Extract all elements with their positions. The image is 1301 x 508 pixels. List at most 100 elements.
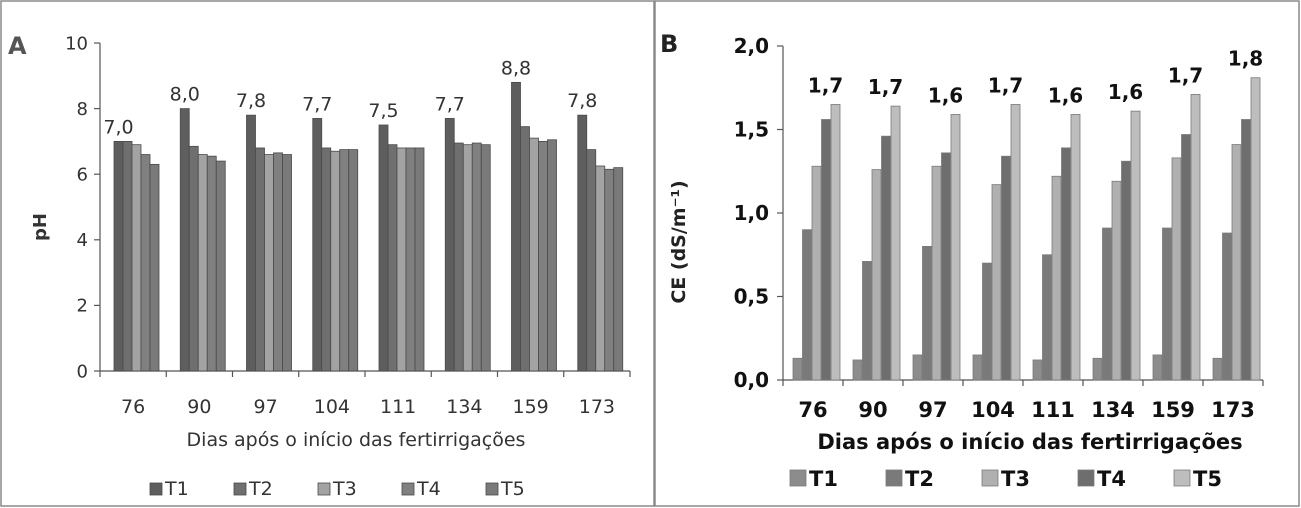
bar-t1-173	[1212, 357, 1223, 381]
legend-swatch-t1	[789, 469, 807, 487]
bar-t4-90	[206, 155, 217, 372]
bar-t3-173	[595, 165, 606, 372]
panel-b-ylabel: CE (dS/m⁻¹)	[668, 180, 690, 303]
x-tick-label: 134	[1091, 398, 1135, 422]
legend-swatch-t4	[1077, 469, 1095, 487]
x-tick-label: 76	[798, 398, 827, 422]
data-label: 7,0	[103, 116, 133, 138]
bar-t3-159	[529, 137, 539, 372]
bar-t3-159	[1171, 157, 1182, 381]
bar-t4-76	[821, 119, 831, 381]
bar-t5-134	[480, 144, 491, 372]
bar-t1-76	[113, 140, 124, 372]
bar-t5-111	[1070, 114, 1081, 381]
bar-t5-159	[547, 139, 557, 372]
bar-t1-134	[444, 118, 455, 372]
bar-t1-173	[577, 114, 588, 372]
bar-t5-104	[1010, 104, 1021, 381]
legend-label-t4: T4	[1097, 467, 1126, 491]
y-tick-label: 0	[77, 361, 88, 382]
y-tick-label: 8	[77, 99, 88, 120]
panel-b-xlabel: Dias após o início das fertirrigações	[817, 430, 1242, 454]
bar-t2-76	[802, 229, 812, 381]
data-label: 7,5	[368, 100, 398, 122]
bar-t5-76	[149, 163, 160, 372]
data-label: 8,0	[170, 84, 200, 106]
y-tick-label: 2,0	[734, 34, 769, 58]
x-tick-label: 111	[1031, 398, 1075, 422]
legend-label-t2: T2	[905, 467, 934, 491]
bar-t2-104	[982, 262, 992, 381]
x-tick-label: 104	[971, 398, 1015, 422]
bar-t1-90	[852, 359, 863, 381]
bar-t5-134	[1130, 110, 1141, 381]
x-tick-label: 90	[187, 396, 211, 418]
x-tick-label: 134	[446, 396, 482, 418]
bar-t5-159	[1190, 94, 1201, 381]
bar-t4-134	[471, 142, 482, 372]
bar-t5-111	[414, 147, 425, 372]
bar-t3-90	[197, 154, 208, 372]
legend-label-t5: T5	[500, 478, 525, 500]
bar-t4-173	[604, 168, 615, 372]
legend-swatch-t1	[149, 482, 163, 496]
legend-label-t4: T4	[416, 478, 441, 500]
data-label: 8,8	[501, 57, 531, 79]
bar-t4-76	[140, 154, 151, 372]
legend-label-t3: T3	[1001, 467, 1030, 491]
legend-swatch-t2	[885, 469, 903, 487]
bar-t1-76	[792, 357, 803, 381]
x-tick-label: 90	[858, 398, 887, 422]
bar-t3-104	[991, 184, 1002, 381]
bar-t4-97	[941, 152, 951, 381]
bar-t1-134	[1092, 357, 1103, 381]
bar-t2-97	[922, 245, 932, 381]
legend-swatch-t4	[401, 482, 415, 496]
legend-swatch-t3	[317, 482, 331, 496]
bar-t2-134	[1102, 227, 1112, 381]
bar-t2-173	[586, 149, 597, 372]
bar-t5-90	[215, 160, 226, 372]
panel-b-letter: B	[660, 30, 678, 58]
data-label: 1,7	[988, 73, 1023, 97]
panel-a-xlabel: Dias após o início das fertirrigações	[187, 429, 526, 451]
bar-t4-111	[1061, 147, 1071, 381]
bar-t5-76	[830, 104, 841, 381]
legend-swatch-t3	[981, 469, 999, 487]
data-label: 7,8	[567, 90, 597, 112]
bar-t3-76	[811, 165, 822, 381]
y-tick-label: 10	[65, 33, 88, 54]
bar-t1-104	[312, 118, 323, 372]
y-tick-label: 4	[77, 230, 88, 251]
x-tick-label: 173	[579, 396, 615, 418]
data-label: 1,6	[928, 83, 963, 107]
bar-t4-159	[538, 140, 548, 372]
bar-t1-111	[378, 124, 389, 372]
legend-swatch-t5	[485, 482, 499, 496]
x-tick-label: 173	[1211, 398, 1255, 422]
data-label: 7,7	[435, 93, 465, 115]
bar-t4-90	[881, 135, 891, 381]
data-label: 1,7	[1168, 63, 1203, 87]
panel-a-letter: A	[8, 32, 27, 60]
bar-t5-173	[613, 167, 624, 372]
y-tick-label: 6	[77, 165, 88, 186]
bar-t3-134	[462, 144, 473, 372]
bar-t4-104	[339, 149, 350, 372]
x-tick-label: 76	[121, 396, 145, 418]
legend-label-t2: T2	[248, 478, 273, 500]
legend-label-t3: T3	[332, 478, 357, 500]
panel-a-plot: 0 2 4 6 8 10 76 7,0 90 8,0 97 7,8 104 7,7 111 7,5 134 7,7…	[65, 33, 631, 418]
bar-t2-90	[188, 145, 199, 372]
bar-t2-111	[1042, 254, 1052, 381]
data-label: 1,8	[1228, 47, 1263, 71]
x-tick-label: 111	[380, 396, 416, 418]
bar-t2-104	[321, 147, 332, 372]
bar-t2-90	[862, 261, 872, 381]
bar-t3-111	[1051, 175, 1062, 381]
data-label: 1,7	[868, 75, 903, 99]
panel-a-legend: T1 T2 T3 T4 T5	[149, 478, 525, 500]
bar-t2-97	[255, 147, 265, 372]
x-tick-label: 159	[512, 396, 548, 418]
